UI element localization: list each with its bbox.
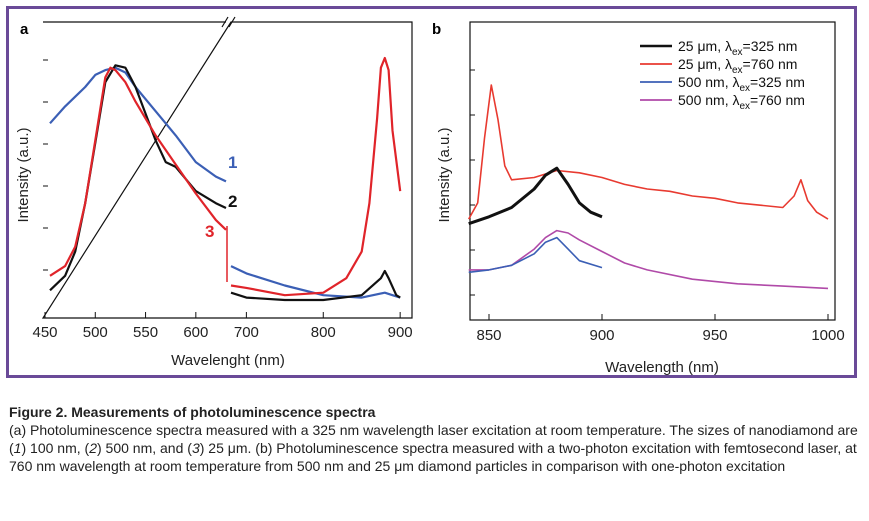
panel-a-series-1 [49, 66, 401, 299]
panel-a-plot: 450 500 550 600 700 800 900 [32, 16, 413, 341]
panel-b-series-4 [468, 229, 829, 290]
panel-b-x-axis-title: Wavelength (nm) [605, 359, 719, 376]
panel-a-x-tick-label: 900 [388, 324, 413, 341]
panel-b-letter: b [432, 21, 441, 38]
figure-frame [6, 6, 857, 378]
panel-a-axis-break-mark [221, 16, 236, 28]
panel-a-axes-box [41, 21, 413, 319]
panel-b-series-2 [468, 84, 829, 220]
panel-b-series-3 [468, 236, 603, 274]
panel-b-series-1 [468, 166, 603, 226]
figure-svg: a 450 500 550 600 700 800 900 Wavelenght (nm) … [15, 16, 845, 376]
panel-b-x-tick-label: 1000 [811, 327, 844, 344]
panel-b-plot: 850 900 950 1000 [468, 21, 845, 344]
panel-b-axes-box [469, 21, 836, 321]
curve-label-2: 2 [228, 192, 237, 211]
panel-a-x-tick-label: 550 [133, 324, 158, 341]
panel-a-x-axis-title: Wavelenght (nm) [171, 352, 285, 369]
legend-label-1: 25 μm, λex=325 nm [678, 38, 797, 58]
legend-label-3: 500 nm, λex=325 nm [678, 74, 805, 94]
panel-b-y-axis-title: Intensity (a.u.) [436, 127, 453, 222]
panel-a-x-tick-label: 700 [234, 324, 259, 341]
caption-title: Figure 2. Measurements of photoluminesce… [9, 404, 376, 420]
panel-a-x-tick-label: 500 [83, 324, 108, 341]
caption-body: (a) Photoluminescence spectra measured w… [9, 422, 858, 474]
panel-a-x-tick-label: 600 [183, 324, 208, 341]
panel-a-x-tick-label: 800 [311, 324, 336, 341]
curve-label-3: 3 [205, 222, 214, 241]
panel-a-y-axis-title: Intensity (a.u.) [15, 127, 32, 222]
figure-caption: Figure 2. Measurements of photoluminesce… [9, 403, 861, 475]
panel-b: b 850 900 950 1000 Wavelength (nm) Intensit… [432, 21, 845, 376]
curve-label-1: 1 [228, 153, 237, 172]
panel-a-x-tick-label: 450 [32, 324, 57, 341]
panel-a: a 450 500 550 600 700 800 900 Wavelenght (nm) … [15, 16, 413, 369]
panel-a-series-3 [49, 56, 402, 297]
panel-a-letter: a [20, 21, 29, 38]
panel-b-x-tick-label: 900 [589, 327, 614, 344]
legend-label-2: 25 μm, λex=760 nm [678, 56, 797, 76]
panel-b-x-tick-label: 950 [702, 327, 727, 344]
legend-label-4: 500 nm, λex=760 nm [678, 92, 805, 112]
panel-b-x-tick-label: 850 [476, 327, 501, 344]
